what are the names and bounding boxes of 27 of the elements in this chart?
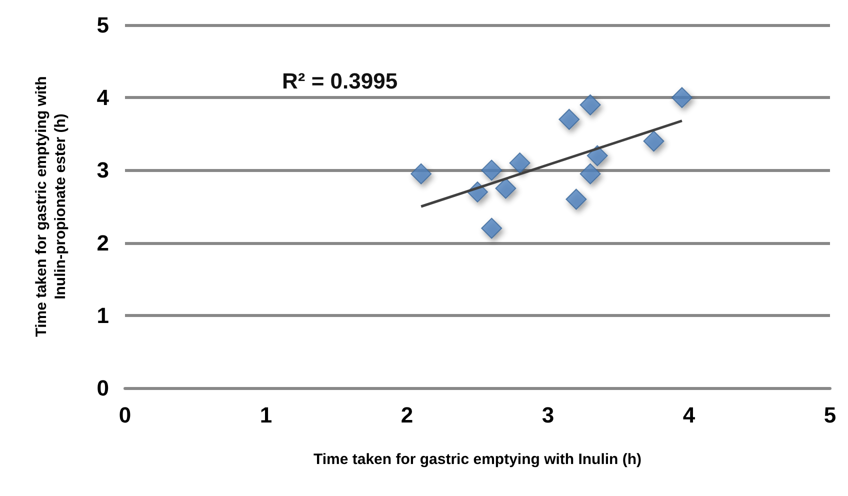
point <box>481 218 502 239</box>
x-tick-label: 1 <box>260 402 272 428</box>
x-tick-label: 0 <box>118 402 132 428</box>
x-axis-title: Time taken for gastric emptying with Inulin (h) <box>313 451 642 468</box>
y-tick-label: 5 <box>96 12 109 38</box>
point <box>580 163 601 184</box>
point <box>410 163 432 184</box>
x-tick-label: 4 <box>682 402 696 428</box>
y-tick-label: 3 <box>96 158 109 183</box>
point <box>580 94 601 116</box>
point <box>643 130 664 152</box>
annotation: R² = 0.3995 <box>282 68 398 94</box>
y-tick-label: 1 <box>96 302 109 328</box>
y-tick-label: 0 <box>96 376 109 400</box>
point <box>495 178 516 199</box>
point <box>509 152 530 174</box>
point <box>586 145 608 166</box>
point <box>671 87 692 108</box>
y-axis-title: Time taken for gastric emptying with Inulin-propionate ester (h) <box>33 76 69 337</box>
point <box>558 108 580 130</box>
point <box>481 160 502 181</box>
x-tick-label: 3 <box>542 402 554 428</box>
x-tick-label: 5 <box>824 402 836 428</box>
point <box>566 188 587 210</box>
y-tick-label: 4 <box>96 85 110 110</box>
y-tick-label: 2 <box>96 230 109 256</box>
x-tick-label: 2 <box>400 402 414 428</box>
